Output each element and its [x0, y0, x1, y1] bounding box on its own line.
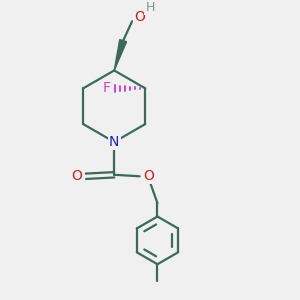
Text: O: O — [71, 169, 82, 183]
Polygon shape — [114, 40, 127, 70]
Text: O: O — [143, 169, 154, 183]
Text: O: O — [134, 10, 145, 24]
Text: F: F — [103, 81, 110, 95]
Text: H: H — [145, 1, 155, 14]
Text: N: N — [109, 135, 119, 149]
